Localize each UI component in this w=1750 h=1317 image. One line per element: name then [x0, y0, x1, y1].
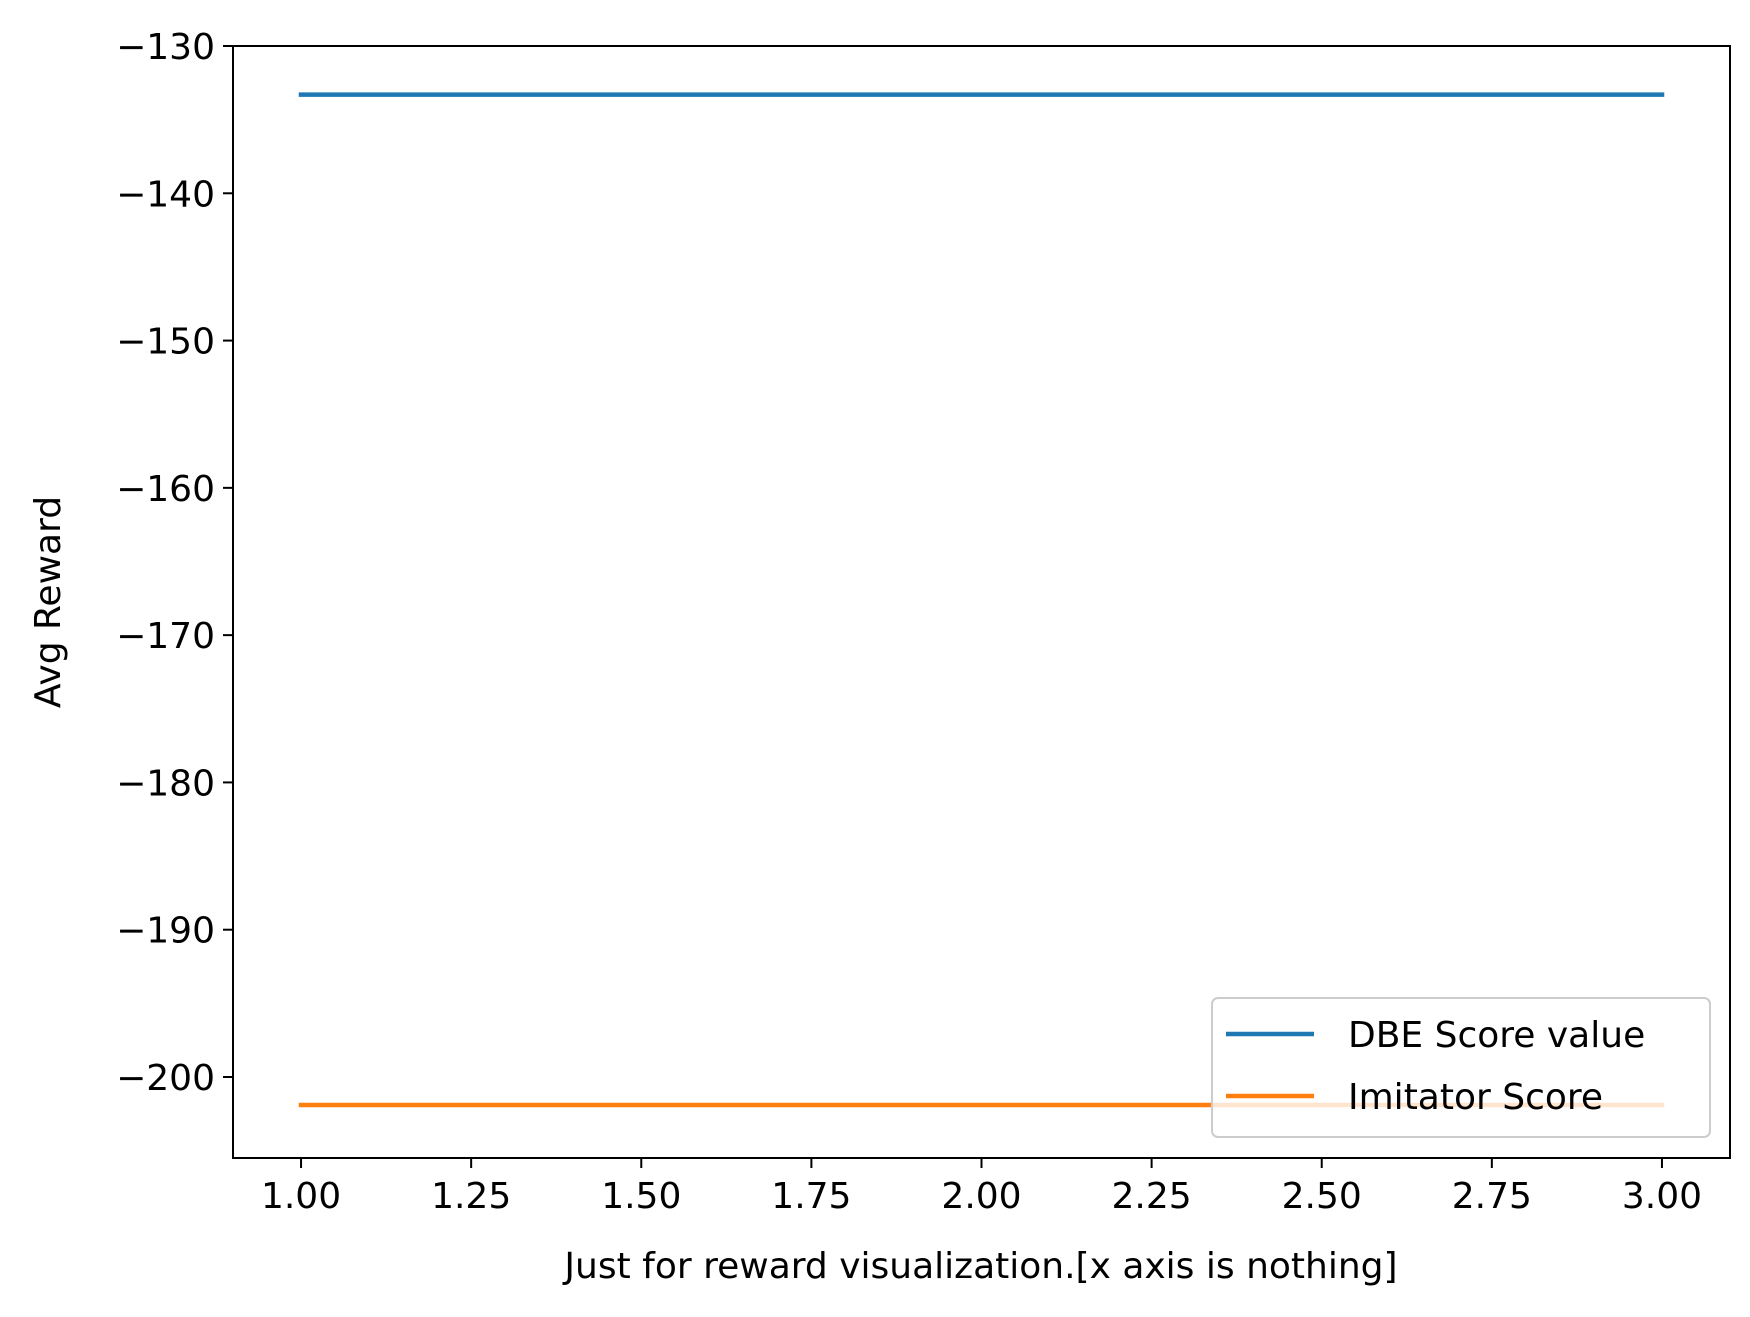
x-tick-label: 1.00 — [261, 1176, 341, 1217]
y-tick-label: −200 — [116, 1058, 215, 1099]
y-axis-title: Avg Reward — [28, 496, 69, 708]
y-ticks: −130 −140 −150 −160 −170 −180 −190 −200 — [116, 27, 233, 1099]
y-tick-label: −160 — [116, 469, 215, 510]
y-tick-label: −180 — [116, 763, 215, 804]
axes-frame — [232, 45, 1731, 1159]
x-tick-label: 2.75 — [1452, 1176, 1532, 1217]
x-tick-label: 2.50 — [1282, 1176, 1362, 1217]
x-ticks: 1.00 1.25 1.50 1.75 2.00 2.25 2.50 2.75 3.00 — [261, 1158, 1702, 1217]
y-tick-label: −170 — [116, 616, 215, 657]
x-tick-label: 2.00 — [941, 1176, 1021, 1217]
legend-label: Imitator Score — [1348, 1077, 1603, 1118]
x-tick-label: 1.50 — [601, 1176, 681, 1217]
y-tick-label: −140 — [116, 174, 215, 215]
x-tick-label: 1.25 — [431, 1176, 511, 1217]
legend-label: DBE Score value — [1348, 1015, 1645, 1056]
y-tick-label: −190 — [116, 911, 215, 952]
x-tick-label: 1.75 — [771, 1176, 851, 1217]
x-tick-label: 3.00 — [1622, 1176, 1702, 1217]
plot-area: 1.00 1.25 1.50 1.75 2.00 2.25 2.50 2.75 3.00 −13… — [116, 27, 1731, 1217]
legend: DBE Score value Imitator Score — [1211, 997, 1711, 1138]
y-tick-label: −150 — [116, 322, 215, 363]
legend-box — [1211, 997, 1711, 1138]
y-tick-label: −130 — [116, 27, 215, 68]
x-tick-label: 2.25 — [1112, 1176, 1192, 1217]
x-axis-title: Just for reward visualization.[x axis is… — [562, 1246, 1397, 1287]
